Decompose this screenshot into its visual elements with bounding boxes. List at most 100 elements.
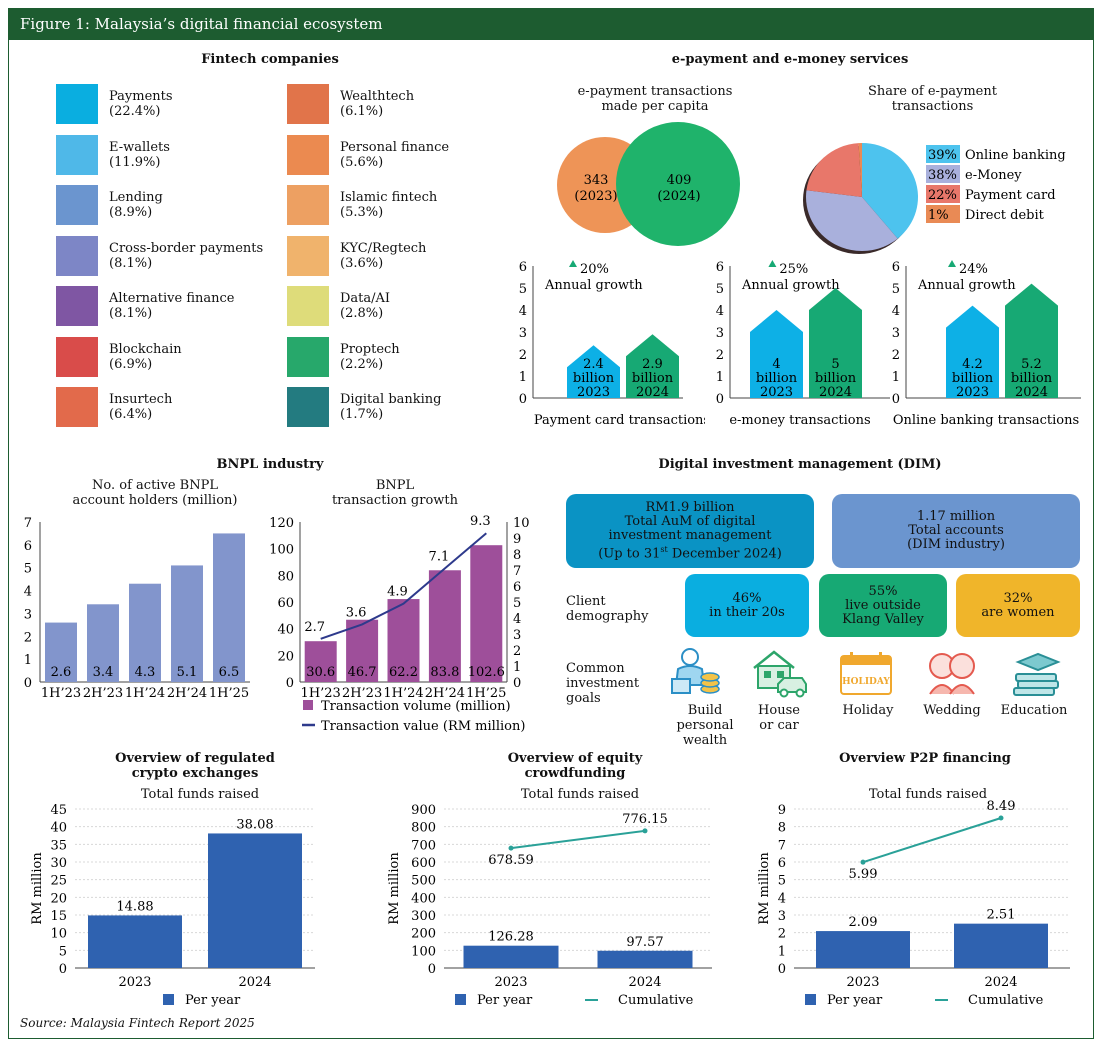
bnpl-growth-title-line1: BNPL xyxy=(375,478,415,493)
bnpl-growth-ytick-left: 0 xyxy=(286,676,294,691)
fintech-swatch xyxy=(56,134,98,175)
bnpl-volume-bar xyxy=(304,641,337,682)
lower-bar-label: 2.51 xyxy=(987,908,1016,923)
circle-2023-value: 343 xyxy=(584,173,609,188)
lower-ytick: 100 xyxy=(411,944,436,959)
lower-ytick: 40 xyxy=(50,821,67,836)
bnpl-holders-bar xyxy=(129,583,161,682)
fintech-item-name: Digital banking xyxy=(340,392,442,407)
pie-slice xyxy=(862,143,918,239)
lower-ytick: 4 xyxy=(778,891,786,906)
lower-ytick: 45 xyxy=(50,803,67,818)
fintech-item-pct: (2.2%) xyxy=(340,356,384,372)
lower-xtick: 2023 xyxy=(846,975,879,990)
fintech-item-name: Cross-border payments xyxy=(109,240,264,256)
bnpl-holders-xtick: 1H’24 xyxy=(125,686,165,701)
circle-2024-value: 409 xyxy=(667,173,692,188)
lower-cumulative-line xyxy=(510,829,646,850)
lower-cumulative-point xyxy=(642,828,648,834)
fintech-item: Data/AI (2.8%) xyxy=(340,291,390,321)
fintech-item-pct: (5.6%) xyxy=(340,154,384,170)
bnpl-growth-chart: 02040608010012001234567891030.61H’2346.7… xyxy=(269,514,529,734)
dim-accounts-line2: Total accounts xyxy=(908,523,1004,538)
growth-bar-value: 5.2 xyxy=(1021,357,1042,372)
pie-slice xyxy=(858,143,862,197)
per-capita-title: e-payment transactions made per capita xyxy=(560,84,750,114)
lower-ytick: 6 xyxy=(778,856,786,871)
p2p-title: Overview P2P financing xyxy=(839,751,1011,766)
fintech-swatch xyxy=(56,185,98,225)
growth-ytick: 1 xyxy=(519,370,527,385)
lower-cumulative-point xyxy=(998,815,1004,821)
dim-accounts-box: 1.17 million Total accounts (DIM industr… xyxy=(832,494,1080,568)
pie-legend-pct: 39% xyxy=(928,148,957,163)
goal-house-label: House or car xyxy=(758,703,800,733)
bnpl-growth-ytick-right: 7 xyxy=(513,564,521,579)
fintech-item: Payments (22.4%) xyxy=(109,89,173,119)
bnpl-growth-ytick-right: 4 xyxy=(513,612,521,627)
bnpl-volume-value: 46.7 xyxy=(348,665,377,680)
share-title: Share of e-payment transactions xyxy=(840,84,1025,114)
growth-annual-label: Annual growth xyxy=(544,278,643,293)
bnpl-holders-bar xyxy=(45,622,77,682)
lower-xtick: 2023 xyxy=(494,975,527,990)
fintech-swatch xyxy=(56,286,98,326)
pie-legend-pct: 38% xyxy=(928,168,957,183)
bnpl-holders-value: 3.4 xyxy=(93,665,114,680)
per-capita-circles: 343 (2023) 409 (2024) xyxy=(557,122,740,246)
bnpl-growth-ytick-left: 80 xyxy=(277,569,294,584)
wedding-icon xyxy=(929,653,975,695)
bnpl-growth-ytick-left: 100 xyxy=(269,543,294,558)
lower-cumulative-line xyxy=(862,817,1002,864)
growth-ytick: 6 xyxy=(716,260,724,275)
growth-ytick: 1 xyxy=(716,370,724,385)
house-car-icon xyxy=(753,650,807,698)
growth-ytick: 4 xyxy=(519,304,527,319)
bnpl-growth-ytick-left: 60 xyxy=(277,596,294,611)
pie-slice xyxy=(806,190,898,251)
bnpl-volume-value: 102.6 xyxy=(468,665,505,680)
lower-bar xyxy=(597,950,693,968)
bnpl-growth-ytick-right: 5 xyxy=(513,596,521,611)
fintech-item-name: Wealthtech xyxy=(340,89,415,104)
dim-aum-line2: Total AuM of digital xyxy=(624,513,756,529)
growth-bar-value: 2.4 xyxy=(583,357,604,372)
bnpl-growth-xtick: 1H’25 xyxy=(466,686,506,701)
fintech-swatch xyxy=(56,235,98,276)
lower-ytick: 30 xyxy=(50,856,67,871)
fintech-swatch xyxy=(287,286,329,326)
fintech-item-name: Islamic fintech xyxy=(340,190,438,205)
circle-2024 xyxy=(616,122,740,246)
growth-ytick: 6 xyxy=(519,260,527,275)
growth-bar-unit: billion xyxy=(632,371,674,386)
growth-bar-unit: billion xyxy=(952,371,994,386)
fintech-swatch xyxy=(56,336,98,377)
bnpl-holders-title-line1: No. of active BNPL xyxy=(92,478,218,493)
epay-title: e-payment and e-money services xyxy=(671,52,909,67)
ecf-subtitle: Total funds raised xyxy=(520,787,640,802)
growth-pct: 20% xyxy=(580,262,609,277)
lower-ytick: 300 xyxy=(411,909,436,924)
ecf-chart: 0 100 200 300 400 500 600 700 800 900 RM million 12… xyxy=(387,803,712,1008)
lower-ytick: 700 xyxy=(411,838,436,853)
dim-aum-box: RM1.9 billion Total AuM of digital inves… xyxy=(566,494,814,568)
lower-ytick: 1 xyxy=(778,944,786,959)
bnpl-growth-ytick-left: 40 xyxy=(277,623,294,638)
growth-ytick: 3 xyxy=(716,326,724,341)
lower-ytick: 200 xyxy=(411,927,436,942)
holiday-icon-text: HOLIDAY xyxy=(842,677,890,687)
bnpl-growth-xtick: 2H’24 xyxy=(425,686,465,701)
lower-ytick: 0 xyxy=(428,962,436,977)
bnpl-holders-ytick: 1 xyxy=(24,653,32,668)
bnpl-holders-ytick: 7 xyxy=(24,516,32,531)
fintech-swatch xyxy=(287,387,329,427)
growth-bar-year: 2023 xyxy=(760,385,793,400)
pie-legend-label: e-Money xyxy=(965,168,1022,183)
bnpl-volume-value: 83.8 xyxy=(430,665,459,680)
pie-legend-swatch xyxy=(926,145,960,163)
fintech-item-name: Alternative finance xyxy=(109,291,235,306)
growth-up-icon xyxy=(948,260,956,267)
growth-ytick: 2 xyxy=(519,348,527,363)
fintech-item-pct: (8.1%) xyxy=(109,306,153,321)
